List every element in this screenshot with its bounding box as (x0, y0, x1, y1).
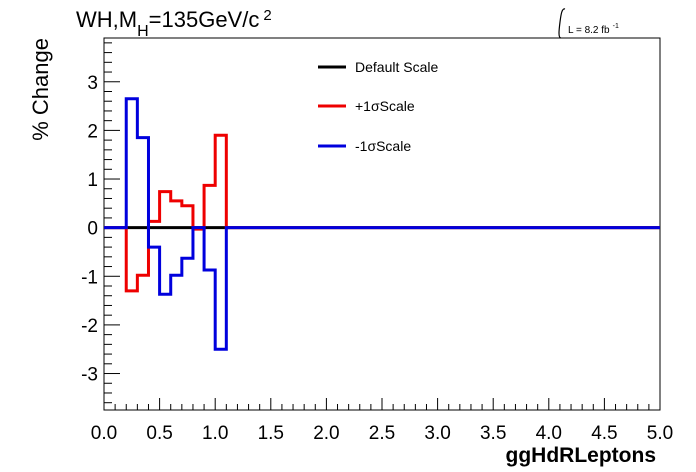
x-tick-label: 2.0 (313, 423, 339, 444)
luminosity-label: L = 8.2 fb -1 (568, 23, 619, 36)
y-tick-label: 0 (87, 219, 98, 240)
y-tick-label: 2 (87, 121, 98, 142)
y-tick-label: 1 (87, 170, 98, 191)
title-subscript: H (137, 23, 149, 40)
legend-label: Default Scale (355, 59, 438, 75)
x-tick-label: 0.0 (91, 423, 117, 444)
title-mass: =135GeV/c (149, 7, 260, 32)
plot-frame (103, 37, 661, 411)
x-axis-ticks: 0.0 0.5 1.0 1.5 2.0 2.5 3.0 3.5 4.0 4.5 5.0 (91, 398, 673, 444)
x-tick-label: 1.5 (258, 423, 284, 444)
title-main: WH,M (76, 7, 137, 32)
luminosity-annotation: L = 8.2 fb -1 (558, 8, 619, 39)
y-axis-ticks: -3 -2 -1 0 1 2 3 (81, 42, 120, 404)
x-tick-label: 4.5 (591, 423, 617, 444)
series-line-2 (104, 97, 660, 351)
y-tick-label: -3 (81, 365, 98, 386)
legend-label: +1σScale (355, 98, 415, 114)
x-tick-label: 3.0 (424, 423, 450, 444)
x-tick-label: 4.0 (536, 423, 562, 444)
x-tick-label: 2.5 (369, 423, 395, 444)
y-tick-label: -1 (81, 267, 98, 288)
series-line-1 (104, 133, 660, 293)
y-tick-label: -2 (81, 316, 98, 337)
title-superscript: 2 (263, 7, 271, 24)
x-tick-label: 3.5 (480, 423, 506, 444)
legend: Default Scale +1σScale -1σScale (318, 59, 438, 154)
x-tick-label: 0.5 (146, 423, 172, 444)
integral-sign-icon (558, 8, 566, 39)
x-tick-label: 1.0 (202, 423, 228, 444)
x-axis-title: ggHdRLeptons (506, 444, 656, 467)
x-tick-label: 5.0 (647, 423, 673, 444)
legend-label: -1σScale (355, 138, 411, 154)
chart-title: WH,MH=135GeV/c 2 (76, 7, 272, 40)
series-layer (104, 97, 660, 351)
y-tick-label: 3 (87, 73, 98, 94)
y-axis-title: % Change (28, 38, 53, 141)
